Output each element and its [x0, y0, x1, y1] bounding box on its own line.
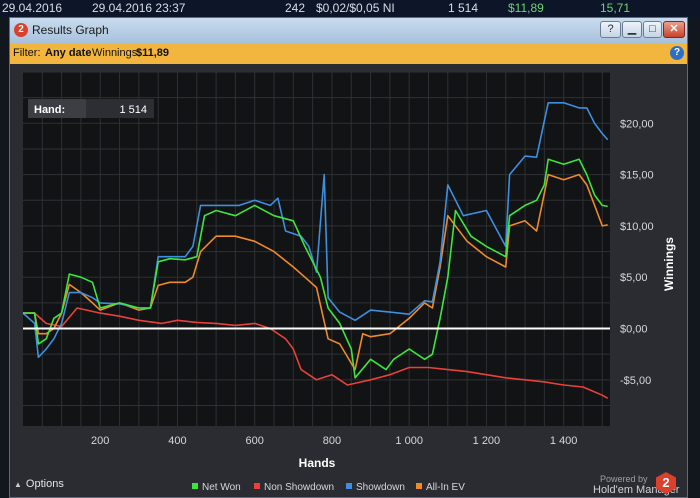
- y-tick-label: $5,00: [620, 272, 648, 284]
- filter-winnings-value: $11,89: [136, 47, 170, 59]
- session-stakes: $0,02/$0,05 NI: [316, 1, 395, 15]
- x-tick-label: 400: [168, 435, 186, 447]
- holdem-manager-logo-icon: 2: [656, 472, 676, 494]
- hand-info-value: 1 514: [119, 104, 147, 116]
- x-tick-label: 1 200: [473, 435, 501, 447]
- series-line-non-showdown: [23, 307, 609, 399]
- hand-info-value-bg: [86, 99, 154, 118]
- background-table-row: 29.04.2016 29.04.2016 23:37 242 $0,02/$0…: [0, 0, 700, 17]
- expand-triangle-icon: ▲: [14, 480, 22, 489]
- session-hands: 242: [285, 1, 306, 15]
- background-right-panel: [688, 17, 700, 498]
- legend-swatch-icon: [416, 483, 422, 489]
- series-line-all-in-ev: [23, 173, 608, 371]
- series-lines: [22, 101, 609, 399]
- x-tick-label: 600: [246, 435, 264, 447]
- legend-net-won: Net Won: [192, 482, 241, 493]
- window-title: Results Graph: [32, 23, 109, 37]
- series-line-net-won: [23, 158, 608, 379]
- options-label: Options: [25, 478, 64, 490]
- session-winnings: $11,89: [508, 1, 544, 15]
- close-button[interactable]: ✕: [663, 21, 685, 38]
- powered-by-text: Powered by: [600, 474, 648, 484]
- filter-date-value[interactable]: Any date: [45, 47, 92, 59]
- session-count: 1 514: [448, 1, 479, 15]
- legend-non-showdown: Non Showdown: [254, 482, 334, 493]
- x-tick-label: 1 400: [550, 435, 578, 447]
- filter-winnings-label: Winnings:: [92, 47, 141, 59]
- legend-net-won-label: Net Won: [202, 482, 241, 493]
- legend-swatch-icon: [346, 483, 352, 489]
- session-start-date: 29.04.2016: [2, 1, 63, 15]
- legend-showdown: Showdown: [346, 482, 405, 493]
- series-line-showdown: [22, 101, 609, 359]
- help-icon[interactable]: ?: [670, 46, 684, 60]
- background-left-panel: [0, 17, 9, 498]
- legend-all-in-ev: All-In EV: [416, 482, 465, 493]
- y-axis-label: Winnings: [662, 237, 676, 291]
- x-axis-label: Hands: [299, 456, 336, 470]
- plot-area: [23, 72, 610, 426]
- help-button[interactable]: ?: [600, 21, 621, 38]
- legend-all-in-ev-label: All-In EV: [426, 482, 465, 493]
- y-tick-labels: $20,00 $15,00 $10,00 $5,00 $0,00 -$5,00: [620, 118, 654, 387]
- legend-swatch-icon: [192, 483, 198, 489]
- maximize-button[interactable]: □: [643, 21, 662, 38]
- legend-showdown-label: Showdown: [356, 482, 405, 493]
- options-button[interactable]: ▲ Options: [14, 478, 64, 490]
- x-tick-labels: 200 400 600 800 1 000 1 200 1 400: [91, 435, 577, 447]
- hand-info-label: Hand:: [34, 104, 65, 116]
- holdem-manager-app-icon: 2: [14, 23, 28, 37]
- filter-label: Filter:: [13, 47, 41, 59]
- legend-swatch-icon: [254, 483, 260, 489]
- session-value: 15,71: [600, 1, 631, 15]
- x-tick-label: 200: [91, 435, 109, 447]
- results-graph: 200 400 600 800 1 000 1 200 1 400 $20,00 $15,00…: [10, 64, 687, 474]
- y-tick-label: $10,00: [620, 221, 654, 233]
- legend-non-showdown-label: Non Showdown: [264, 482, 335, 493]
- y-tick-label: -$5,00: [620, 375, 651, 387]
- x-tick-label: 1 000: [395, 435, 423, 447]
- y-tick-label: $0,00: [620, 324, 648, 336]
- results-graph-window: 2 Results Graph ? ▁ □ ✕ Filter: Any date…: [9, 17, 688, 498]
- y-tick-label: $20,00: [620, 118, 654, 130]
- session-end-date: 29.04.2016 23:37: [92, 1, 186, 15]
- filter-bar: Filter: Any date Winnings: $11,89 ?: [10, 43, 687, 64]
- title-bar[interactable]: 2 Results Graph ? ▁ □ ✕: [10, 18, 687, 43]
- y-tick-label: $15,00: [620, 170, 654, 182]
- x-tick-label: 800: [323, 435, 341, 447]
- bottom-bar: ▲ Options Net Won Non Showdown Showdown A…: [10, 472, 687, 497]
- minimize-button[interactable]: ▁: [622, 21, 642, 38]
